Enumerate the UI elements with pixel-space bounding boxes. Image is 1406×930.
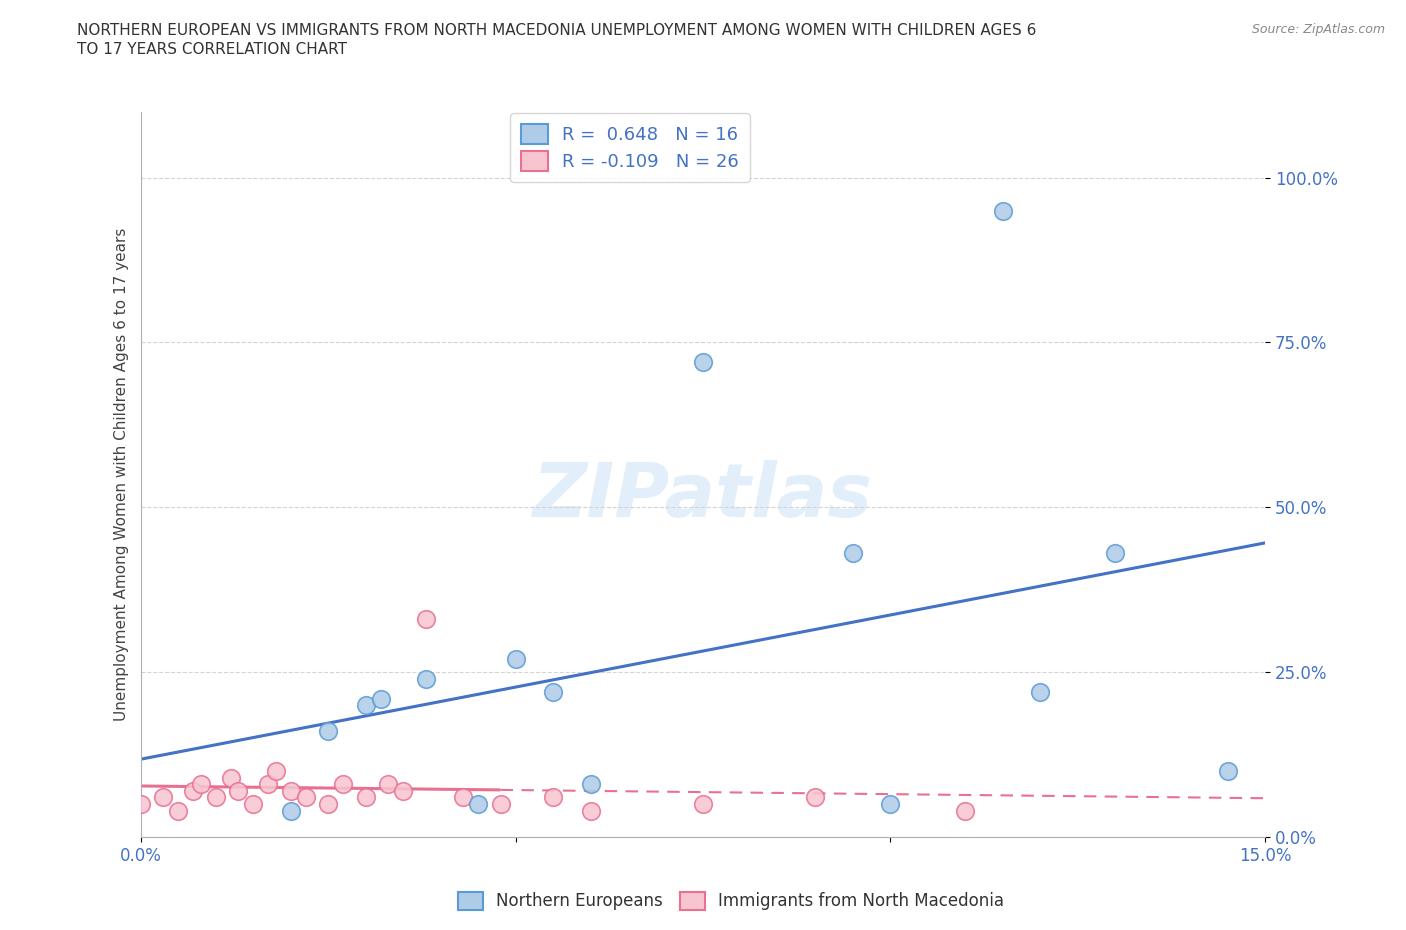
- Legend: R =  0.648   N = 16, R = -0.109   N = 26: R = 0.648 N = 16, R = -0.109 N = 26: [510, 113, 749, 182]
- Point: [804, 790, 827, 804]
- Point: [316, 724, 339, 739]
- Point: [692, 797, 714, 812]
- Point: [219, 770, 242, 785]
- Point: [1029, 684, 1052, 699]
- Point: [167, 804, 190, 818]
- Text: NORTHERN EUROPEAN VS IMMIGRANTS FROM NORTH MACEDONIA UNEMPLOYMENT AMONG WOMEN WI: NORTHERN EUROPEAN VS IMMIGRANTS FROM NOR…: [77, 23, 1036, 38]
- Text: TO 17 YEARS CORRELATION CHART: TO 17 YEARS CORRELATION CHART: [77, 42, 347, 57]
- Point: [505, 652, 527, 667]
- Point: [354, 698, 377, 712]
- Point: [190, 777, 212, 791]
- Point: [579, 777, 602, 791]
- Point: [692, 354, 714, 369]
- Point: [370, 691, 392, 706]
- Point: [280, 783, 302, 798]
- Point: [354, 790, 377, 804]
- Point: [152, 790, 174, 804]
- Point: [991, 203, 1014, 218]
- Point: [1216, 764, 1239, 778]
- Point: [541, 790, 564, 804]
- Point: [257, 777, 280, 791]
- Point: [955, 804, 977, 818]
- Point: [489, 797, 512, 812]
- Point: [181, 783, 204, 798]
- Point: [204, 790, 226, 804]
- Point: [242, 797, 264, 812]
- Y-axis label: Unemployment Among Women with Children Ages 6 to 17 years: Unemployment Among Women with Children A…: [114, 228, 129, 721]
- Point: [377, 777, 399, 791]
- Point: [541, 684, 564, 699]
- Point: [579, 804, 602, 818]
- Point: [842, 546, 865, 561]
- Point: [467, 797, 489, 812]
- Point: [226, 783, 249, 798]
- Legend: Northern Europeans, Immigrants from North Macedonia: Northern Europeans, Immigrants from Nort…: [451, 885, 1011, 917]
- Point: [280, 804, 302, 818]
- Point: [129, 797, 152, 812]
- Point: [294, 790, 316, 804]
- Point: [451, 790, 474, 804]
- Point: [316, 797, 339, 812]
- Point: [415, 671, 437, 686]
- Text: ZIPatlas: ZIPatlas: [533, 459, 873, 533]
- Point: [1104, 546, 1126, 561]
- Point: [264, 764, 287, 778]
- Point: [392, 783, 415, 798]
- Point: [415, 612, 437, 627]
- Point: [879, 797, 901, 812]
- Text: Source: ZipAtlas.com: Source: ZipAtlas.com: [1251, 23, 1385, 36]
- Point: [332, 777, 354, 791]
